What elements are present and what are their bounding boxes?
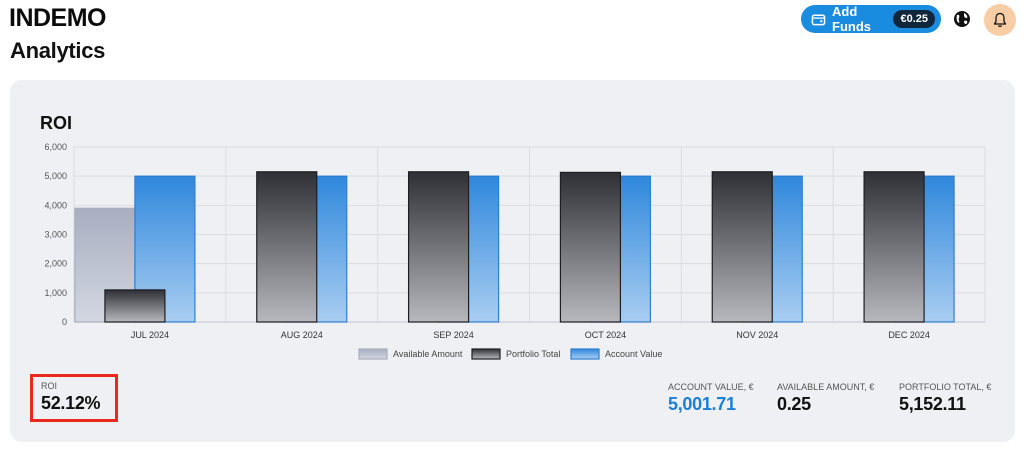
portfolio-total: 5,152.11	[899, 394, 966, 414]
bar	[559, 171, 622, 323]
add-funds-button[interactable]: Add Funds €0.25	[801, 4, 941, 34]
chart-title: ROI	[40, 113, 73, 133]
bar	[407, 171, 470, 323]
y-tick-label: 6,000	[44, 142, 67, 152]
portfolio-total-label: PORTFOLIO TOTAL, €	[899, 382, 992, 392]
roi-value: 52.12%	[41, 393, 101, 413]
bar	[104, 289, 166, 323]
bell-icon	[993, 12, 1007, 27]
legend-swatch	[471, 348, 501, 360]
y-tick-label: 2,000	[44, 259, 67, 269]
wallet-icon	[811, 14, 826, 25]
y-tick-label: 1,000	[44, 288, 67, 298]
x-tick-label: SEP 2024	[433, 330, 473, 340]
notification-avatar[interactable]	[984, 4, 1016, 36]
roi-bar-chart: 0 1,000 2,000 3,000 4,000 5,000 6,000 JUL 2024 A…	[44, 142, 986, 360]
available-amount-label: AVAILABLE AMOUNT, €	[777, 382, 875, 392]
add-funds-label: Add Funds	[832, 4, 871, 34]
legend-label: Available Amount	[393, 349, 463, 359]
x-tick-label: DEC 2024	[888, 330, 930, 340]
bar	[863, 171, 925, 323]
legend-label: Account Value	[605, 349, 662, 359]
roi-highlight: ROI 52.12%	[30, 374, 118, 422]
roi-card: ROI 0 1,000 2,000 3,000 4,000 5,000 6,000 JUL 2…	[10, 80, 1015, 442]
y-tick-label: 0	[62, 317, 67, 327]
legend-label: Portfolio Total	[506, 349, 560, 359]
account-value-label: ACCOUNT VALUE, €	[668, 382, 754, 392]
legend-swatch	[570, 348, 600, 360]
x-tick-label: AUG 2024	[281, 330, 323, 340]
x-tick-label: OCT 2024	[585, 330, 626, 340]
page-title: Analytics	[10, 38, 106, 63]
account-value: 5,001.71	[668, 394, 736, 414]
balance-badge: €0.25	[893, 10, 935, 28]
y-tick-label: 5,000	[44, 171, 67, 181]
legend-swatch	[358, 348, 388, 360]
account-value-stat: ACCOUNT VALUE, € 5,001.71	[668, 382, 754, 415]
x-tick-label: NOV 2024	[736, 330, 778, 340]
available-amount-stat: AVAILABLE AMOUNT, € 0.25	[777, 382, 874, 415]
y-tick-label: 3,000	[44, 230, 67, 240]
brand-logo[interactable]: INDEMO	[9, 4, 107, 32]
globe-icon[interactable]	[952, 9, 972, 29]
bar	[711, 171, 773, 323]
portfolio-total-stat: PORTFOLIO TOTAL, € 5,152.11	[899, 382, 991, 415]
x-tick-label: JUL 2024	[131, 330, 169, 340]
roi-label: ROI	[41, 381, 58, 391]
bar	[256, 171, 318, 323]
y-tick-label: 4,000	[44, 200, 67, 210]
available-amount: 0.25	[777, 394, 811, 414]
